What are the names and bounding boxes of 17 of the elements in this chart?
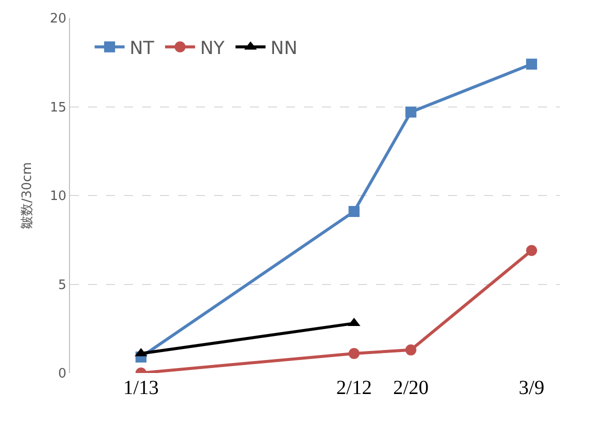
y-tick-label: 5 <box>58 278 66 293</box>
legend-label: NY <box>200 38 226 59</box>
legend-label: NN <box>270 38 298 59</box>
x-tick-label: 3/9 <box>518 377 544 399</box>
y-tick-label: 20 <box>50 12 66 27</box>
point <box>405 106 416 118</box>
x-tick-label: 1/13 <box>123 377 159 399</box>
x-tick-label: 2/20 <box>393 377 429 399</box>
point <box>348 206 360 217</box>
y-axis-title: 皺数/30cm <box>20 162 35 229</box>
point <box>348 348 360 359</box>
x-tick-label: 2/12 <box>336 377 372 399</box>
y-tick-label: 0 <box>58 366 66 382</box>
y-tick-label: 10 <box>50 189 66 204</box>
point <box>405 344 416 356</box>
legend-label: NT <box>130 38 156 59</box>
y-tick-label: 15 <box>50 100 66 116</box>
